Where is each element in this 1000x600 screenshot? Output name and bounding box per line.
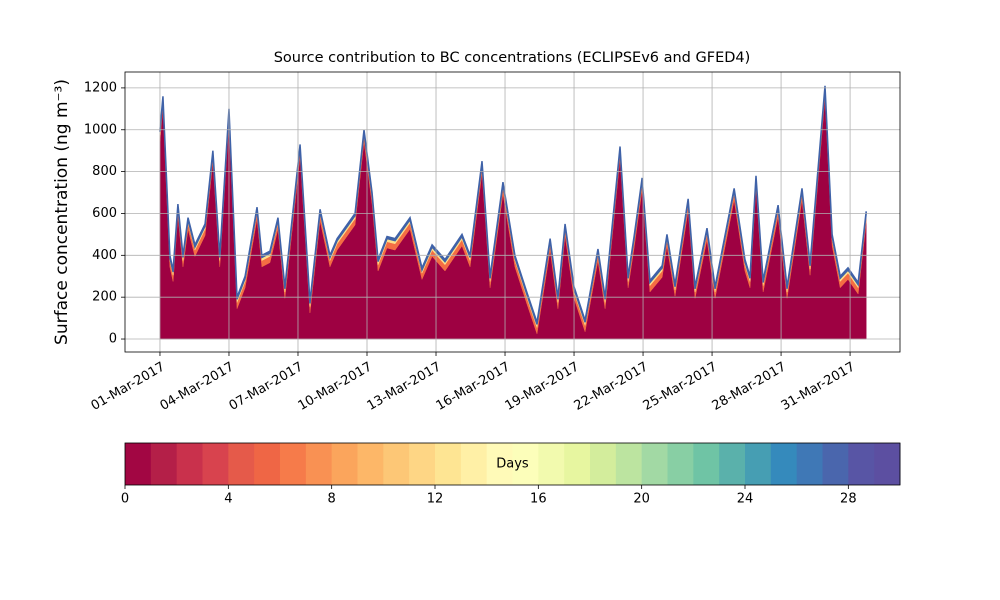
x-tick-label: 07-Mar-2017 (227, 360, 306, 414)
colorbar-frame (124, 442, 901, 486)
colorbar-bin (538, 443, 565, 485)
colorbar-bin (667, 443, 694, 485)
y-tick-label: 200 (92, 290, 117, 305)
x-tick-label: 19-Mar-2017 (503, 360, 582, 414)
x-tick-label: 16-Mar-2017 (434, 360, 513, 414)
y-tick-label: 800 (92, 164, 117, 179)
colorbar-bin (331, 443, 358, 485)
colorbar-tick-label: 20 (633, 492, 650, 507)
y-tick-label: 1000 (84, 122, 117, 137)
colorbar-tick-label: 12 (427, 492, 444, 507)
x-tick-label: 13-Mar-2017 (365, 360, 444, 414)
x-tick-label: 04-Mar-2017 (158, 360, 237, 414)
colorbar-bin (512, 443, 539, 485)
y-axis-label: Surface concentration (ng m⁻³) (52, 79, 72, 345)
colorbar-bin (357, 443, 384, 485)
colorbar-tick-label: 4 (224, 492, 232, 507)
colorbar-bin (280, 443, 307, 485)
colorbar-bin (305, 443, 333, 485)
colorbar-bin (874, 443, 901, 485)
area-layer (159, 97, 867, 340)
x-tick-label: 28-Mar-2017 (710, 360, 789, 414)
colorbar-bin (641, 443, 668, 485)
colorbar-bin (848, 443, 875, 485)
colorbar-label: Days (496, 457, 529, 472)
y-tick-label: 400 (92, 248, 117, 263)
y-tick-label: 0 (109, 332, 117, 347)
x-tick-label: 31-Mar-2017 (779, 360, 858, 414)
colorbar-bin (176, 443, 203, 485)
chart-title: Source contribution to BC concentrations… (274, 50, 751, 66)
colorbar-bin (615, 443, 643, 485)
x-tick-label: 10-Mar-2017 (296, 360, 375, 414)
colorbar-bin (228, 443, 255, 485)
colorbar-bin (486, 443, 513, 485)
colorbar-bin (770, 443, 798, 485)
x-tick-label: 22-Mar-2017 (572, 360, 651, 414)
colorbar-bin (460, 443, 488, 485)
colorbar-bin (435, 443, 462, 485)
x-tick-label: 25-Mar-2017 (641, 360, 720, 414)
colorbar-bin (590, 443, 617, 485)
colorbar-bin (125, 443, 152, 485)
colorbar-tick-label: 8 (328, 492, 336, 507)
colorbar-bin (796, 443, 823, 485)
colorbar-bin (822, 443, 849, 485)
colorbar-bin (745, 443, 772, 485)
plot-frame (124, 71, 901, 353)
colorbar-bin (383, 443, 410, 485)
y-tick-label: 600 (92, 206, 117, 221)
colorbar-bin (202, 443, 229, 485)
colorbar-tick-label: 24 (737, 492, 754, 507)
colorbar-bin (719, 443, 746, 485)
x-tick-label: 01-Mar-2017 (89, 360, 168, 414)
y-tick-label: 1200 (84, 80, 117, 95)
colorbar-tick-label: 16 (530, 492, 547, 507)
colorbar-bin (564, 443, 591, 485)
colorbar-bin (409, 443, 436, 485)
colorbar-bin (254, 443, 281, 485)
colorbar-tick-label: 0 (121, 492, 129, 507)
colorbar-bin (693, 443, 720, 485)
colorbar-bin (150, 443, 178, 485)
colorbar-tick-label: 28 (840, 492, 857, 507)
